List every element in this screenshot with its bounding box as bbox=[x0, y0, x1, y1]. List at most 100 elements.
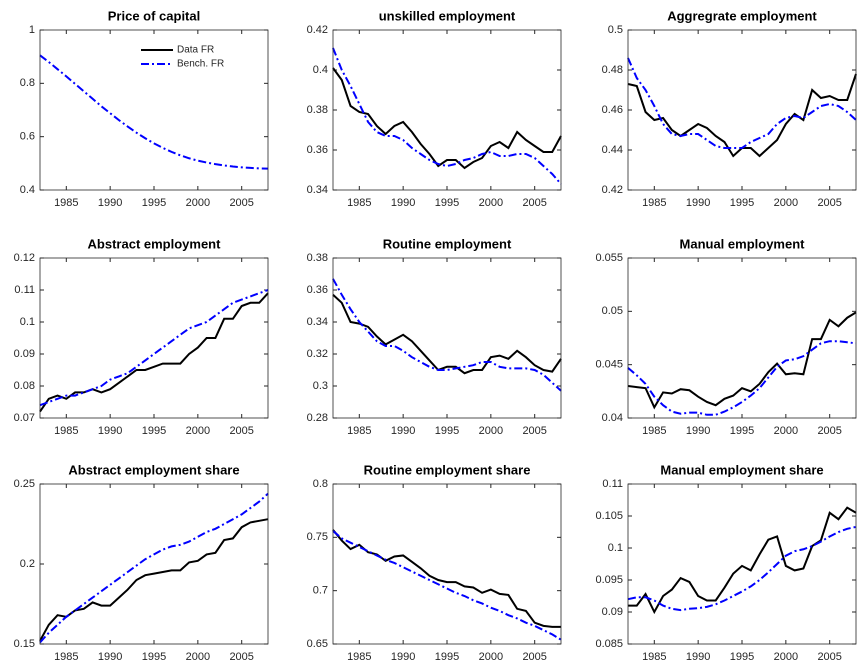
y-tick-label: 0.42 bbox=[307, 24, 328, 36]
series-line bbox=[332, 294, 562, 375]
series-line bbox=[39, 492, 269, 644]
y-tick-label: 1 bbox=[29, 24, 35, 36]
legend-label: Bench. FR bbox=[177, 59, 224, 70]
chart-title: Routine employment bbox=[383, 236, 512, 251]
y-tick-label: 0.8 bbox=[313, 478, 328, 490]
series-line bbox=[39, 289, 269, 407]
y-tick-label: 0.2 bbox=[20, 558, 35, 570]
x-tick-label: 2000 bbox=[774, 197, 798, 209]
x-tick-label: 2000 bbox=[186, 425, 210, 437]
plot-area bbox=[40, 484, 268, 644]
x-tick-label: 1995 bbox=[142, 651, 166, 663]
y-tick-label: 0.5 bbox=[608, 24, 623, 36]
axes-box bbox=[627, 257, 857, 419]
panel: Abstract employment share 0.15 0.2 0.25 1985… bbox=[14, 462, 269, 663]
x-tick-label: 1995 bbox=[730, 651, 754, 663]
y-tick-label: 0.04 bbox=[602, 412, 623, 424]
y-tick-label: 0.085 bbox=[595, 638, 623, 650]
y-tick-label: 0.3 bbox=[313, 380, 328, 392]
x-tick-label: 1985 bbox=[347, 425, 371, 437]
axes-box bbox=[39, 483, 269, 645]
y-tick-label: 0.15 bbox=[14, 638, 35, 650]
x-tick-label: 1990 bbox=[686, 197, 710, 209]
axes-box bbox=[332, 29, 562, 191]
y-tick-label: 0.44 bbox=[602, 144, 623, 156]
x-tick-label: 1985 bbox=[347, 197, 371, 209]
series-line bbox=[39, 54, 269, 170]
plot-area bbox=[333, 258, 561, 418]
y-tick-label: 0.05 bbox=[602, 305, 623, 317]
x-tick-label: 1985 bbox=[642, 651, 666, 663]
x-tick-label: 2005 bbox=[229, 197, 253, 209]
x-tick-label: 1985 bbox=[54, 197, 78, 209]
legend-box bbox=[137, 38, 233, 76]
series-line bbox=[39, 518, 269, 642]
x-tick-label: 2005 bbox=[229, 425, 253, 437]
series-line bbox=[627, 340, 857, 416]
y-tick-label: 0.32 bbox=[307, 348, 328, 360]
y-tick-label: 0.38 bbox=[307, 104, 328, 116]
chart-title: unskilled employment bbox=[379, 8, 516, 23]
x-tick-label: 1985 bbox=[642, 425, 666, 437]
y-tick-label: 0.65 bbox=[307, 638, 328, 650]
x-tick-label: 1985 bbox=[54, 425, 78, 437]
y-tick-label: 0.055 bbox=[595, 252, 623, 264]
x-tick-label: 1990 bbox=[391, 425, 415, 437]
chart-title: Price of capital bbox=[108, 8, 200, 23]
legend-label: Data FR bbox=[177, 45, 214, 56]
series-line bbox=[39, 292, 269, 413]
y-tick-label: 0.38 bbox=[307, 252, 328, 264]
panel: Routine employment 0.28 0.3 0.32 0.34 0.36 0.3… bbox=[307, 236, 562, 437]
plot-area bbox=[628, 30, 856, 190]
y-tick-label: 0.25 bbox=[14, 478, 35, 490]
x-tick-label: 2005 bbox=[817, 197, 841, 209]
y-tick-label: 0.6 bbox=[20, 131, 35, 143]
series-line bbox=[332, 67, 562, 170]
axes-box bbox=[332, 483, 562, 645]
series-line bbox=[332, 278, 562, 392]
y-tick-label: 0.4 bbox=[313, 64, 328, 76]
x-tick-label: 2005 bbox=[817, 651, 841, 663]
y-tick-label: 0.045 bbox=[595, 359, 623, 371]
y-tick-label: 0.09 bbox=[14, 348, 35, 360]
x-tick-label: 1985 bbox=[54, 651, 78, 663]
chart-title: Manual employment bbox=[680, 236, 806, 251]
plot-area bbox=[40, 258, 268, 418]
axes-box bbox=[627, 29, 857, 191]
x-tick-label: 2005 bbox=[229, 651, 253, 663]
plot-area bbox=[333, 484, 561, 644]
x-tick-label: 2000 bbox=[479, 197, 503, 209]
series-line bbox=[627, 57, 857, 149]
x-tick-label: 1990 bbox=[391, 197, 415, 209]
y-tick-label: 0.11 bbox=[14, 284, 35, 296]
panel: Price of capital 0.4 0.6 0.8 1 1985 1990 1995 20… bbox=[20, 8, 269, 209]
y-tick-label: 0.8 bbox=[20, 77, 35, 89]
y-tick-label: 0.75 bbox=[307, 531, 328, 543]
y-tick-label: 0.28 bbox=[307, 412, 328, 424]
x-tick-label: 1995 bbox=[730, 197, 754, 209]
series-line bbox=[332, 47, 562, 185]
y-tick-label: 0.07 bbox=[14, 412, 35, 424]
y-tick-label: 0.4 bbox=[20, 184, 35, 196]
x-tick-label: 2000 bbox=[186, 651, 210, 663]
x-tick-label: 1995 bbox=[142, 425, 166, 437]
x-tick-label: 1990 bbox=[98, 197, 122, 209]
x-tick-label: 2000 bbox=[774, 425, 798, 437]
chart-title: Routine employment share bbox=[364, 462, 531, 477]
panel: Manual employment 0.04 0.045 0.05 0.055 1985 1… bbox=[595, 236, 857, 437]
panel: Manual employment share 0.085 0.09 0.095 0.1… bbox=[595, 462, 857, 663]
panel: Abstract employment 0.07 0.08 0.09 0.1 0.11 0.… bbox=[14, 236, 269, 437]
x-tick-label: 1995 bbox=[435, 651, 459, 663]
x-tick-label: 2005 bbox=[522, 425, 546, 437]
x-tick-label: 1990 bbox=[98, 425, 122, 437]
chart-title: Abstract employment bbox=[88, 236, 222, 251]
x-tick-label: 1990 bbox=[686, 425, 710, 437]
x-tick-label: 2005 bbox=[522, 651, 546, 663]
y-tick-label: 0.36 bbox=[307, 144, 328, 156]
y-tick-label: 0.42 bbox=[602, 184, 623, 196]
y-tick-label: 0.34 bbox=[307, 316, 328, 328]
axes-box bbox=[39, 257, 269, 419]
y-tick-label: 0.1 bbox=[20, 316, 35, 328]
y-tick-label: 0.36 bbox=[307, 284, 328, 296]
x-tick-label: 1995 bbox=[730, 425, 754, 437]
